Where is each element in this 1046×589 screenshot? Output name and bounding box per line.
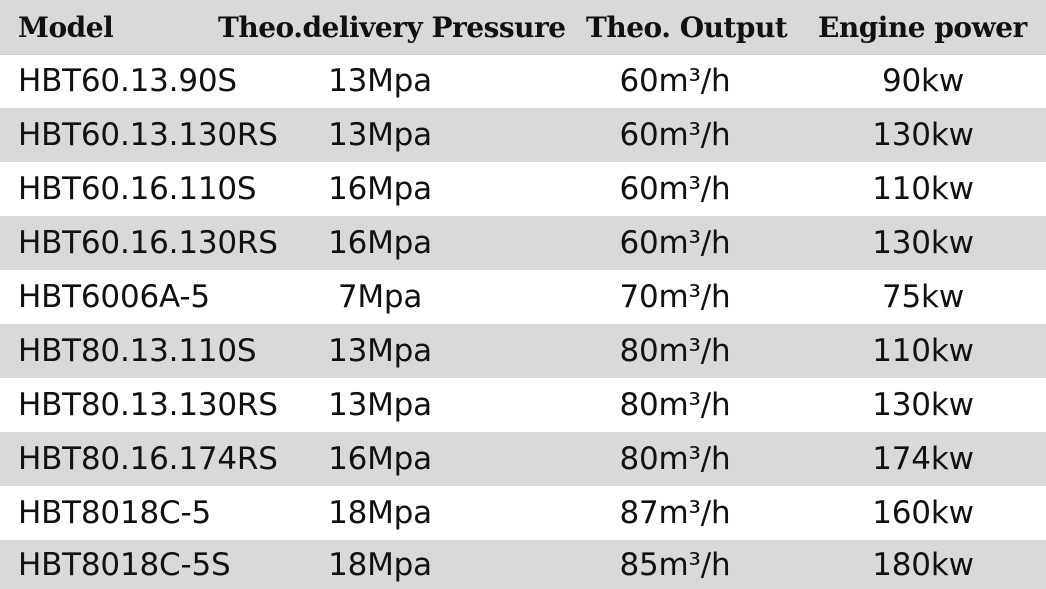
- table-row: HBT8018C-5S 18Mpa 85m³/h 180kw: [0, 540, 1046, 589]
- output-cell: 85m³/h: [619, 546, 731, 583]
- output-cell: 60m³/h: [619, 225, 731, 261]
- output-cell: 70m³/h: [619, 279, 731, 315]
- engine-power-column-header: Engine power: [818, 10, 1027, 44]
- pressure-cell: 13Mpa: [328, 333, 432, 369]
- output-cell: 60m³/h: [619, 117, 731, 153]
- engine-power-cell: 75kw: [882, 279, 964, 315]
- model-cell: HBT80.16.174RS: [18, 441, 278, 477]
- output-cell: 60m³/h: [619, 63, 731, 99]
- table-row: HBT80.13.110S 13Mpa 80m³/h 110kw: [0, 324, 1046, 378]
- model-cell: HBT8018C-5: [18, 495, 211, 531]
- pressure-cell: 18Mpa: [328, 546, 432, 583]
- engine-power-cell: 180kw: [872, 546, 974, 583]
- table-row: HBT60.13.130RS 13Mpa 60m³/h 130kw: [0, 108, 1046, 162]
- table-row: HBT60.16.130RS 16Mpa 60m³/h 130kw: [0, 216, 1046, 270]
- model-cell: HBT80.13.110S: [18, 333, 257, 369]
- pressure-cell: 18Mpa: [328, 495, 432, 531]
- model-cell: HBT8018C-5S: [18, 546, 231, 583]
- engine-power-cell: 110kw: [872, 333, 974, 369]
- pressure-cell: 13Mpa: [328, 387, 432, 423]
- engine-power-cell: 174kw: [872, 441, 974, 477]
- output-cell: 80m³/h: [619, 333, 731, 369]
- output-cell: 80m³/h: [619, 441, 731, 477]
- pressure-cell: 7Mpa: [337, 279, 423, 315]
- model-column-header: Model: [18, 10, 114, 44]
- pressure-cell: 13Mpa: [328, 63, 432, 99]
- table-header-row: Model Theo.delivery Pressure Theo. Outpu…: [0, 0, 1046, 55]
- pressure-cell: 16Mpa: [328, 225, 432, 261]
- model-cell: HBT60.13.90S: [18, 63, 237, 99]
- table-row: HBT60.13.90S 13Mpa 60m³/h 90kw: [0, 54, 1046, 108]
- table-row: HBT60.16.110S 16Mpa 60m³/h 110kw: [0, 162, 1046, 216]
- model-cell: HBT6006A-5: [18, 279, 210, 315]
- output-cell: 87m³/h: [619, 495, 731, 531]
- output-column-header: Theo. Output: [586, 10, 788, 44]
- table-row: HBT6006A-5 7Mpa 70m³/h 75kw: [0, 270, 1046, 324]
- engine-power-cell: 160kw: [872, 495, 974, 531]
- table-row: HBT80.13.130RS 13Mpa 80m³/h 130kw: [0, 378, 1046, 432]
- delivery-pressure-column-header: Theo.delivery Pressure: [218, 10, 566, 44]
- output-cell: 80m³/h: [619, 387, 731, 423]
- model-cell: HBT80.13.130RS: [18, 387, 278, 423]
- table-row: HBT8018C-5 18Mpa 87m³/h 160kw: [0, 486, 1046, 540]
- pressure-cell: 13Mpa: [328, 117, 432, 153]
- model-cell: HBT60.16.130RS: [18, 225, 278, 261]
- engine-power-cell: 130kw: [872, 117, 974, 153]
- model-cell: HBT60.13.130RS: [18, 117, 278, 153]
- output-cell: 60m³/h: [619, 171, 731, 207]
- engine-power-cell: 130kw: [872, 387, 974, 423]
- engine-power-cell: 90kw: [882, 63, 964, 99]
- engine-power-cell: 130kw: [872, 225, 974, 261]
- engine-power-cell: 110kw: [872, 171, 974, 207]
- pressure-cell: 16Mpa: [328, 171, 432, 207]
- model-cell: HBT60.16.110S: [18, 171, 257, 207]
- pressure-cell: 16Mpa: [328, 441, 432, 477]
- table-row: HBT80.16.174RS 16Mpa 80m³/h 174kw: [0, 432, 1046, 486]
